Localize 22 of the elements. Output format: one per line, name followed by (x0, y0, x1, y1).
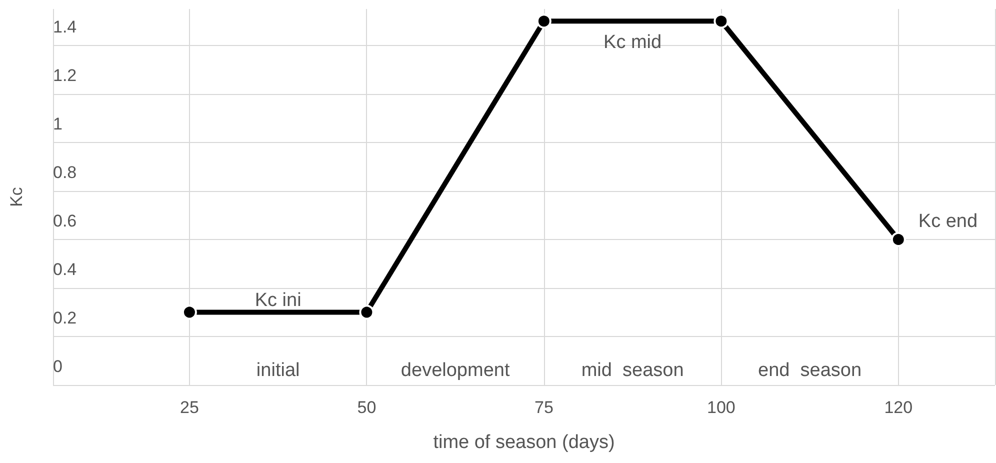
x-tick-label: 100 (706, 398, 736, 417)
y-axis-title: Kc (7, 186, 26, 207)
x-axis-title: time of season (days) (433, 432, 615, 453)
y-tick-label: 1.4 (53, 17, 77, 36)
y-tick-label: 0.6 (53, 211, 77, 230)
annotation: mid season (581, 360, 684, 381)
y-tick-label: 0 (53, 357, 62, 376)
annotation: Kc mid (604, 32, 662, 54)
x-tick-label: 120 (884, 398, 913, 417)
annotation: Kc ini (254, 290, 302, 312)
x-tick-label: 25 (180, 398, 199, 417)
y-tick-label: 1 (53, 114, 62, 134)
annotation: initial (256, 360, 300, 381)
annotation: development (400, 360, 510, 381)
y-tick-label: 1.2 (53, 66, 77, 85)
y-tick-label: 0.2 (53, 308, 77, 328)
x-tick-label: 75 (534, 398, 554, 417)
y-tick-label: 0.8 (53, 162, 77, 182)
x-tick-label: 50 (357, 398, 376, 417)
y-tick-label: 0.4 (53, 260, 77, 279)
annotation: Kc end (918, 210, 978, 232)
annotation: end season (758, 360, 862, 381)
